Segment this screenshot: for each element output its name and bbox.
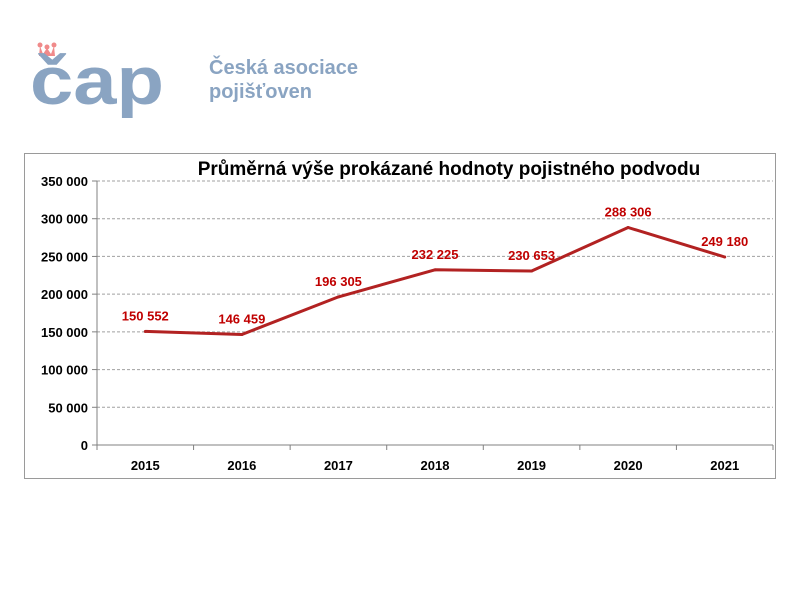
data-label: 146 459 — [218, 312, 265, 327]
cap-logo-mark: čap — [30, 42, 164, 119]
x-tick-label: 2016 — [227, 458, 256, 473]
y-tick-label: 300 000 — [41, 212, 88, 227]
y-tick-label: 250 000 — [41, 249, 88, 264]
y-tick-label: 150 000 — [41, 325, 88, 340]
y-tick-label: 100 000 — [41, 363, 88, 378]
y-tick-label: 350 000 — [41, 174, 88, 189]
y-tick-label: 200 000 — [41, 287, 88, 302]
crown-icon — [39, 46, 55, 56]
data-label: 232 225 — [412, 247, 459, 262]
x-tick-label: 2018 — [421, 458, 450, 473]
org-name: Česká asociace pojišťoven — [209, 56, 358, 104]
data-point — [143, 329, 147, 333]
data-point — [240, 333, 244, 337]
data-label: 249 180 — [701, 234, 748, 249]
data-point — [626, 226, 630, 230]
x-tick-label: 2017 — [324, 458, 353, 473]
chart-frame — [24, 153, 776, 479]
x-tick-label: 2019 — [517, 458, 546, 473]
data-label: 196 305 — [315, 274, 362, 289]
data-point — [530, 269, 534, 273]
data-label: 150 552 — [122, 308, 169, 323]
y-tick-label: 0 — [81, 438, 88, 453]
logo: čap Česká asociace pojišťoven — [30, 40, 370, 120]
chart-title: Průměrná výše prokázané hodnoty pojistné… — [198, 159, 701, 180]
data-point — [433, 268, 437, 272]
logo-mark-text: čap — [30, 43, 164, 119]
data-label: 230 653 — [508, 248, 555, 263]
data-point — [723, 255, 727, 259]
x-tick-label: 2020 — [614, 458, 643, 473]
chart: Průměrná výše prokázané hodnoty pojistné… — [41, 159, 774, 473]
y-tick-label: 50 000 — [48, 400, 88, 415]
org-name-line2: pojišťoven — [209, 81, 312, 103]
org-name-line1: Česká asociace — [209, 57, 359, 79]
data-label: 288 306 — [605, 205, 652, 220]
data-point — [336, 295, 340, 299]
x-tick-label: 2015 — [131, 458, 160, 473]
x-tick-label: 2021 — [710, 458, 739, 473]
